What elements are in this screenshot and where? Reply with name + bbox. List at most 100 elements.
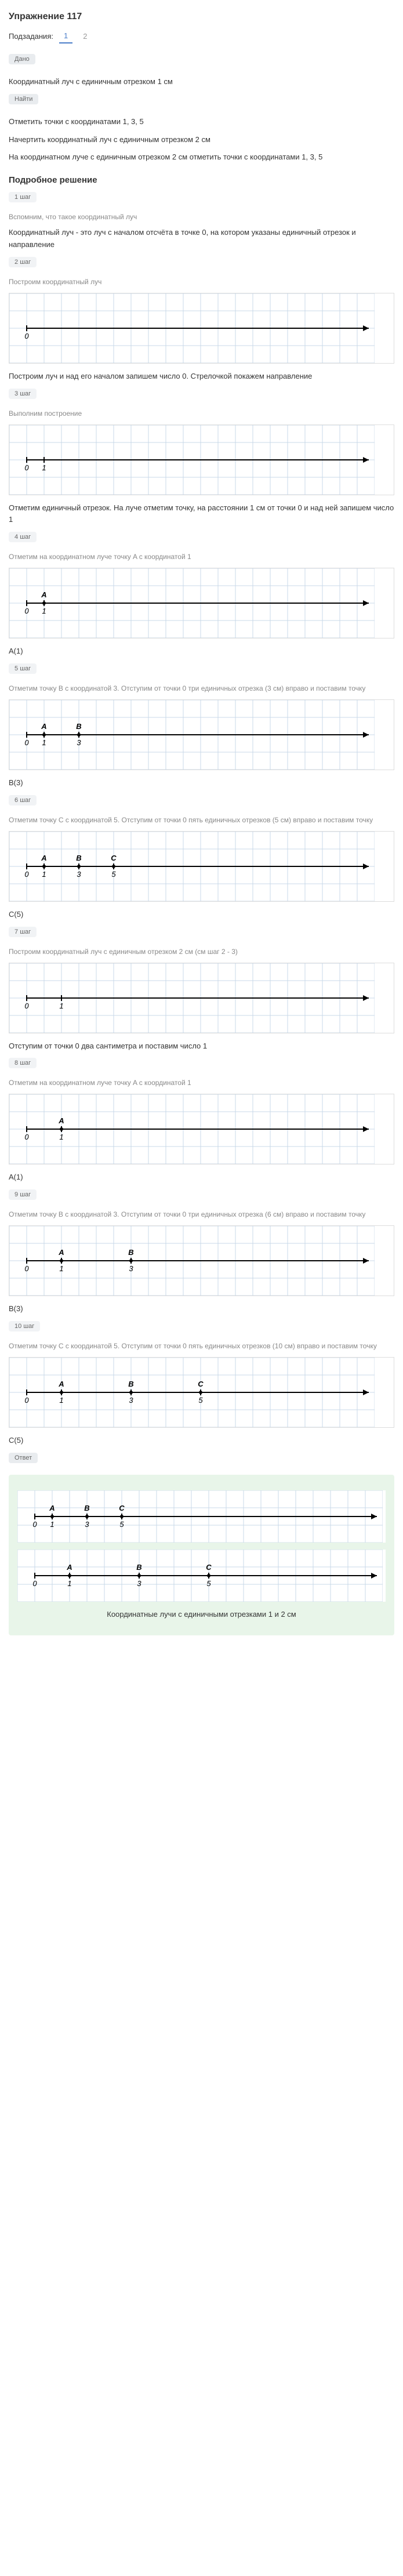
svg-text:0: 0 [24, 463, 29, 472]
answer-caption: Координатные лучи с единичными отрезками… [17, 1609, 386, 1621]
diagram-1: 0 [9, 293, 394, 364]
step-intro: Отметим точку C с координатой 5. Отступи… [9, 816, 394, 824]
result-text: B(3) [9, 1303, 394, 1315]
step-text: Отступим от точки 0 два сантиметра и пос… [9, 1040, 394, 1053]
result-text: A(1) [9, 1171, 394, 1184]
svg-text:3: 3 [137, 1579, 141, 1588]
svg-text:0: 0 [32, 1579, 37, 1588]
svg-text:A: A [58, 1380, 64, 1388]
exercise-title: Упражнение 117 [9, 12, 394, 22]
svg-text:3: 3 [77, 870, 81, 879]
result-text: A(1) [9, 645, 394, 658]
answer-diagram-2: 0 1 3 5 A B C [17, 1550, 386, 1602]
step-badge: 3 шаг [9, 389, 37, 399]
step-intro: Отметим точку C с координатой 5. Отступи… [9, 1342, 394, 1350]
svg-text:B: B [84, 1504, 89, 1512]
svg-text:A: A [66, 1563, 72, 1572]
answer-box: 0 1 3 5 A B C 0 1 3 5 A B C Координатные лучи с един… [9, 1475, 394, 1635]
step-intro: Построим координатный луч с единичным от… [9, 948, 394, 956]
svg-text:B: B [76, 722, 81, 731]
dano-line: Начертить координатный луч с единичным о… [9, 134, 394, 146]
subtask-2[interactable]: 2 [78, 30, 92, 43]
svg-text:5: 5 [206, 1579, 211, 1588]
svg-text:0: 0 [24, 1002, 29, 1010]
svg-text:0: 0 [24, 1396, 29, 1405]
answer-diagram-1: 0 1 3 5 A B C [17, 1490, 386, 1543]
diagram-4: 0 1 3 A B [9, 699, 394, 770]
svg-text:B: B [128, 1248, 133, 1257]
svg-text:0: 0 [24, 1264, 29, 1273]
svg-text:3: 3 [77, 738, 81, 747]
diagram-6: 01 [9, 963, 394, 1033]
svg-text:A: A [58, 1116, 64, 1125]
step-intro: Отметим точку B с координатой 3. Отступи… [9, 684, 394, 692]
step-text: Отметим единичный отрезок. На луче отмет… [9, 502, 394, 527]
diagram-3: 0 1 A [9, 568, 394, 638]
svg-text:0: 0 [32, 1520, 37, 1529]
step-intro: Вспомним, что такое координатный луч [9, 213, 394, 221]
step-text: Построим луч и над его началом запишем ч… [9, 371, 394, 383]
step-intro: Отметим на координатном луче точку A с к… [9, 1079, 394, 1087]
step-badge: 4 шаг [9, 532, 37, 542]
svg-text:1: 1 [42, 607, 46, 615]
step-intro: Отметим на координатном луче точку A с к… [9, 553, 394, 561]
svg-text:B: B [76, 854, 81, 862]
diagram-9: 0 1 3 5 A B C [9, 1357, 394, 1428]
result-text: C(5) [9, 1435, 394, 1447]
naiti-badge: Найти [9, 94, 38, 104]
subtasks-label: Подзадания: [9, 32, 53, 41]
svg-text:1: 1 [42, 738, 46, 747]
dano-line: На координатном луче с единичным отрезко… [9, 151, 394, 164]
svg-text:0: 0 [24, 607, 29, 615]
step-badge: 5 шаг [9, 663, 37, 674]
svg-text:1: 1 [67, 1579, 71, 1588]
step-badge: 9 шаг [9, 1189, 37, 1200]
svg-text:A: A [41, 722, 46, 731]
subtask-tabs: Подзадания: 1 2 [9, 29, 394, 43]
step-badge: 6 шаг [9, 795, 37, 806]
svg-text:A: A [49, 1504, 55, 1512]
svg-text:5: 5 [119, 1520, 124, 1529]
svg-text:1: 1 [59, 1133, 63, 1141]
step-intro: Отметим точку B с координатой 3. Отступи… [9, 1210, 394, 1218]
diagram-5: 0 1 3 5 A B C [9, 831, 394, 902]
diagram-7: 0 1 A [9, 1094, 394, 1164]
step-badge: 10 шаг [9, 1321, 40, 1331]
svg-text:C: C [111, 854, 117, 862]
svg-text:3: 3 [85, 1520, 89, 1529]
svg-text:5: 5 [111, 870, 116, 879]
svg-text:C: C [119, 1504, 125, 1512]
subtask-1[interactable]: 1 [59, 29, 72, 43]
svg-text:B: B [136, 1563, 141, 1572]
diagram-8: 013AB [9, 1225, 394, 1296]
step-intro: Построим координатный луч [9, 278, 394, 286]
step-badge: 7 шаг [9, 927, 37, 937]
diagram-2: 01 [9, 425, 394, 495]
svg-text:5: 5 [198, 1396, 203, 1405]
dano-badge: Дано [9, 54, 35, 64]
svg-text:1: 1 [42, 463, 46, 472]
svg-text:0: 0 [24, 1133, 29, 1141]
svg-text:C: C [206, 1563, 212, 1572]
svg-text:A: A [41, 590, 46, 599]
dano-line: Отметить точки с координатами 1, 3, 5 [9, 116, 394, 128]
svg-text:1: 1 [59, 1396, 63, 1405]
step-badge: 8 шаг [9, 1058, 37, 1068]
step-text: Координатный луч - это луч с началом отс… [9, 227, 394, 251]
result-text: B(3) [9, 777, 394, 789]
svg-text:A: A [58, 1248, 64, 1257]
svg-text:B: B [128, 1380, 133, 1388]
svg-text:3: 3 [129, 1396, 133, 1405]
svg-text:1: 1 [50, 1520, 54, 1529]
step-intro: Выполним построение [9, 409, 394, 418]
svg-text:0: 0 [24, 738, 29, 747]
svg-text:0: 0 [24, 332, 29, 340]
svg-text:1: 1 [59, 1002, 63, 1010]
answer-badge: Ответ [9, 1453, 38, 1463]
svg-text:A: A [41, 854, 46, 862]
svg-text:0: 0 [24, 870, 29, 879]
result-text: C(5) [9, 909, 394, 921]
svg-text:1: 1 [42, 870, 46, 879]
svg-text:C: C [198, 1380, 204, 1388]
dano-line: Координатный луч с единичным отрезком 1 … [9, 76, 394, 88]
